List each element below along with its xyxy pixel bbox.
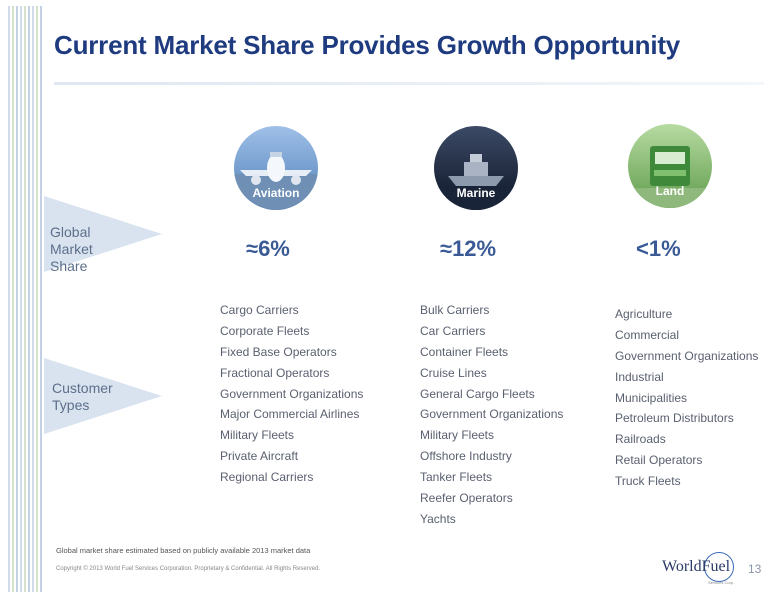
airplane-icon <box>234 126 318 210</box>
customer-types-label-line: Types <box>52 397 90 413</box>
market-share-arrow <box>44 196 162 272</box>
list-item: Petroleum Distributors <box>615 411 734 426</box>
footnote: Global market share estimated based on p… <box>56 546 311 555</box>
customer-types-label: Customer Types <box>52 380 113 414</box>
list-item: Truck Fleets <box>615 474 681 489</box>
marine-customer-list: Bulk Carriers Car Carriers Container Fle… <box>420 300 563 530</box>
market-share-label: Global Market Share <box>50 224 93 275</box>
logo-name: WorldFuel <box>662 558 731 575</box>
list-item: Agriculture <box>615 307 673 321</box>
list-item: Container Fleets <box>420 344 509 359</box>
list-item: Fixed Base Operators <box>220 344 337 359</box>
copyright-notice: Copyright © 2013 World Fuel Services Cor… <box>56 566 321 572</box>
list-item: Major Commercial Airlines <box>220 407 360 422</box>
aviation-customer-list: Cargo Carriers Corporate Fleets Fixed Ba… <box>220 300 363 488</box>
page-title: Current Market Share Provides Growth Opp… <box>54 30 681 60</box>
logo-ring-icon <box>704 552 734 582</box>
list-item: Railroads <box>615 432 666 447</box>
decorative-stripes <box>8 6 42 592</box>
land-segment-image: Land <box>628 124 712 208</box>
list-item: Military Fleets <box>220 428 295 443</box>
market-share-label-line: Global <box>50 224 91 240</box>
aviation-segment-image: Aviation <box>234 126 318 210</box>
list-item: Military Fleets <box>420 428 495 443</box>
list-item: Industrial <box>615 369 664 384</box>
title-divider <box>54 82 764 85</box>
list-item: Offshore Industry <box>420 449 512 464</box>
marine-segment-image: Marine <box>434 126 518 210</box>
list-item: Government Organizations <box>220 386 364 401</box>
list-item: Bulk Carriers <box>420 303 490 317</box>
list-item: Reefer Operators <box>420 491 513 506</box>
list-item: Car Carriers <box>420 323 486 338</box>
list-item: Government Organizations <box>420 407 564 422</box>
list-item: Government Organizations <box>615 348 759 363</box>
list-item: Municipalities <box>615 390 688 405</box>
list-item: Commercial <box>615 327 680 342</box>
list-item: Cruise Lines <box>420 365 487 380</box>
customer-types-arrow <box>44 358 162 434</box>
land-label: Land <box>655 184 685 198</box>
marine-label: Marine <box>456 186 496 200</box>
list-item: Regional Carriers <box>220 470 314 485</box>
market-share-label-line: Share <box>50 258 88 274</box>
page-number: 13 <box>748 562 762 576</box>
list-item: Retail Operators <box>615 453 703 468</box>
market-share-label-line: Market <box>50 241 93 257</box>
list-item: Private Aircraft <box>220 449 299 464</box>
logo-subtitle: Services Corp. <box>708 580 735 585</box>
customer-types-label-line: Customer <box>52 380 113 396</box>
marine-market-share: ≈12% <box>440 236 497 261</box>
list-item: Cargo Carriers <box>220 303 299 317</box>
worldfuel-logo: WorldFuel Services Corp. <box>662 552 740 585</box>
land-customer-list: Agriculture Commercial Government Organi… <box>615 304 758 492</box>
land-market-share: <1% <box>636 236 681 261</box>
aviation-label: Aviation <box>252 186 300 200</box>
list-item: Corporate Fleets <box>220 323 310 338</box>
list-item: Yachts <box>420 511 456 526</box>
list-item: Tanker Fleets <box>420 470 493 485</box>
list-item: General Cargo Fleets <box>420 386 535 401</box>
aviation-market-share: ≈6% <box>246 236 290 261</box>
list-item: Fractional Operators <box>220 365 330 380</box>
